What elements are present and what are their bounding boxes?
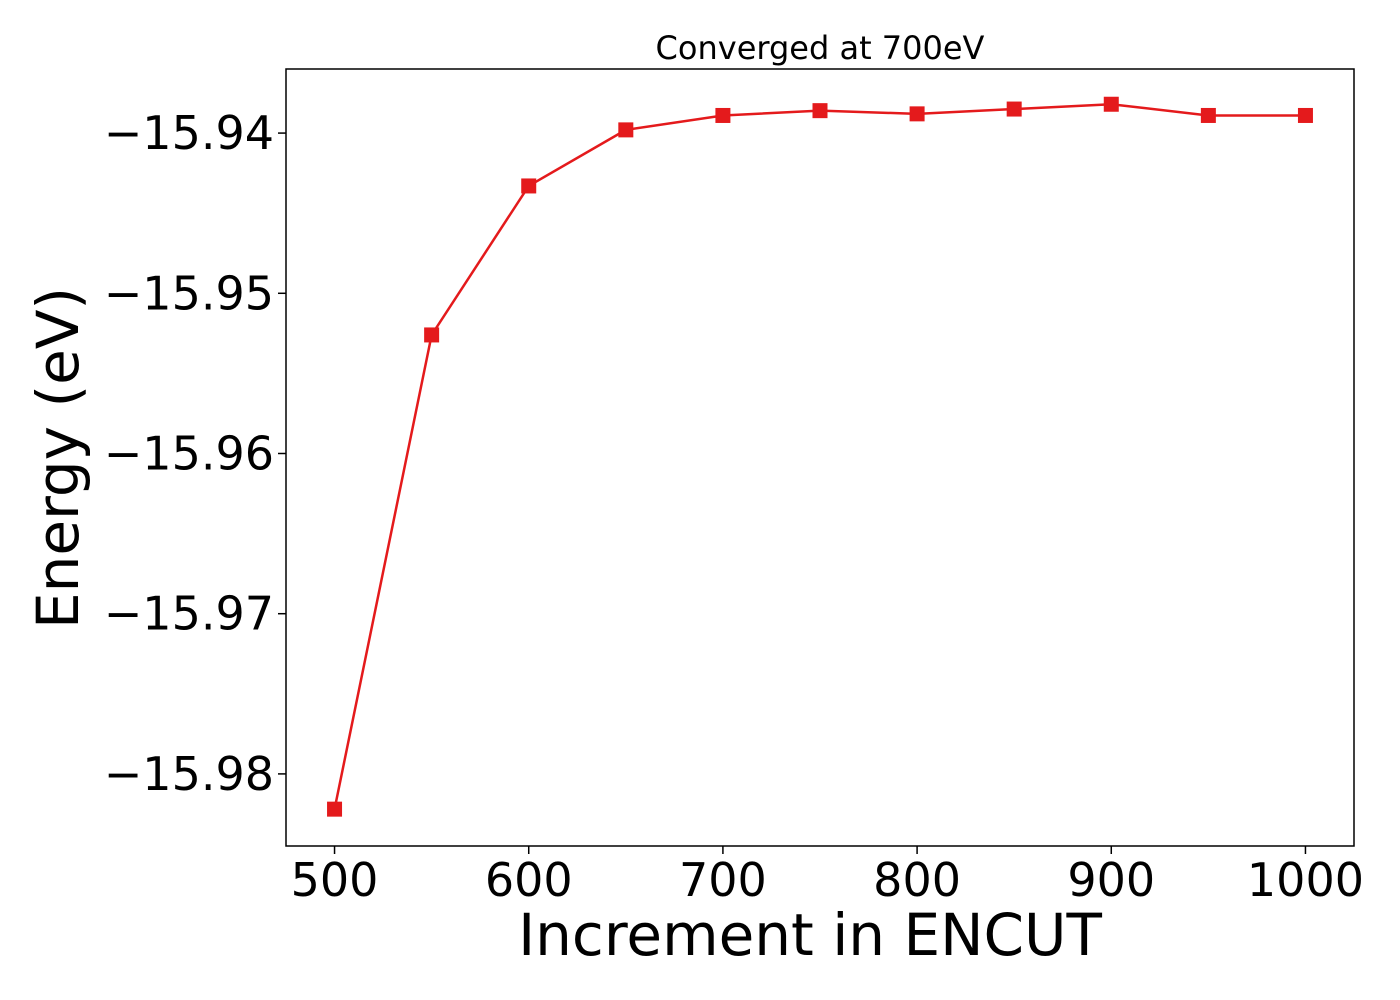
series-line — [333, 102, 1306, 810]
x-axis-label: Increment in ENCUT — [518, 901, 1102, 969]
data-point — [715, 107, 731, 123]
data-point — [424, 327, 440, 343]
data-point — [812, 103, 828, 119]
x-tick-label: 900 — [1067, 853, 1155, 907]
y-tick-label: −15.98 — [104, 747, 274, 801]
data-point — [327, 801, 343, 817]
y-tick-label: −15.96 — [104, 426, 274, 480]
y-tick-label: −15.94 — [104, 106, 274, 160]
chart-title: Converged at 700eV — [656, 29, 985, 67]
y-axis-label: Energy (eV) — [24, 287, 92, 629]
data-point — [618, 122, 634, 138]
y-axis-ticks: −15.98 −15.97 −15.96 −15.95 −15.94 — [104, 106, 286, 801]
series-layer — [327, 96, 1313, 817]
x-tick-label: 800 — [873, 853, 961, 907]
y-tick-label: −15.95 — [104, 266, 274, 320]
data-point — [521, 178, 537, 194]
data-point — [1297, 107, 1313, 123]
x-tick-label: 600 — [485, 853, 573, 907]
plot-area-frame — [285, 68, 1355, 847]
data-point — [1006, 101, 1022, 117]
y-tick-label: −15.97 — [104, 587, 274, 641]
x-tick-label: 500 — [291, 853, 379, 907]
x-tick-label: 1000 — [1247, 853, 1364, 907]
data-point — [1200, 107, 1216, 123]
x-tick-label: 700 — [679, 853, 767, 907]
data-point — [1103, 96, 1119, 112]
x-axis-ticks: 500 600 700 800 900 1000 — [291, 846, 1364, 907]
data-point — [909, 106, 925, 122]
